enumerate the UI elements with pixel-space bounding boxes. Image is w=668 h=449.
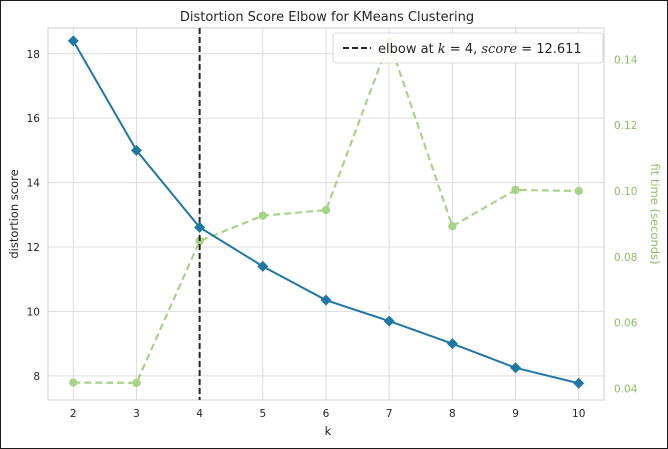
legend-elbow-text: elbow at k = 4, score = 12.611	[378, 42, 582, 57]
chart-title: Distortion Score Elbow for KMeans Cluste…	[180, 10, 474, 25]
x-axis-label: k	[325, 424, 332, 438]
x-tick-label: 3	[133, 408, 140, 420]
y-tick-label: 18	[27, 49, 40, 61]
distortion-point	[194, 221, 206, 233]
x-tick-label: 2	[70, 408, 77, 420]
distortion-point	[383, 315, 395, 327]
x-tick-label: 8	[449, 408, 456, 420]
x-tick-label: 9	[512, 408, 519, 420]
y2-tick-label: 0.08	[614, 252, 637, 264]
y2-axis-label: fit time (seconds)	[648, 163, 662, 264]
legend-box	[332, 32, 604, 64]
fit-time-point	[511, 185, 520, 195]
distortion-point	[573, 377, 585, 389]
fit-time-line	[73, 37, 579, 384]
y-tick-label: 12	[27, 242, 40, 254]
y2-tick-label: 0.10	[614, 186, 637, 198]
fit-time-point	[258, 211, 268, 220]
fit-time-point	[69, 378, 78, 387]
y-tick-label: 16	[27, 113, 41, 125]
x-tick-label: 6	[323, 408, 330, 420]
fit-time-point	[321, 205, 331, 215]
distortion-point	[257, 260, 269, 272]
y-axis-label: distortion score	[7, 169, 21, 258]
fit-time-point	[574, 186, 583, 196]
y-tick-label: 10	[27, 306, 40, 318]
y-tick-label: 8	[33, 371, 40, 383]
fit-time-point	[132, 378, 141, 388]
distortion-point	[510, 362, 522, 374]
legend: elbow at k = 4, score = 12.611	[332, 32, 604, 64]
x-tick-label: 5	[259, 408, 266, 420]
y2-tick-label: 0.12	[614, 120, 637, 132]
y2-tick-label: 0.06	[614, 318, 638, 330]
distortion-point	[320, 294, 332, 306]
x-tick-label: 10	[572, 408, 585, 420]
distortion-point	[130, 144, 142, 156]
x-tick-label: 4	[196, 408, 203, 420]
plot-border	[47, 27, 605, 401]
y2-tick-label: 0.04	[614, 383, 638, 395]
fit-time-point	[448, 221, 457, 231]
y-tick-label: 14	[27, 178, 41, 190]
y2-tick-label: 0.14	[614, 54, 638, 66]
x-tick-label: 7	[386, 408, 393, 420]
distortion-point	[446, 338, 458, 350]
distortion-point	[67, 35, 79, 47]
